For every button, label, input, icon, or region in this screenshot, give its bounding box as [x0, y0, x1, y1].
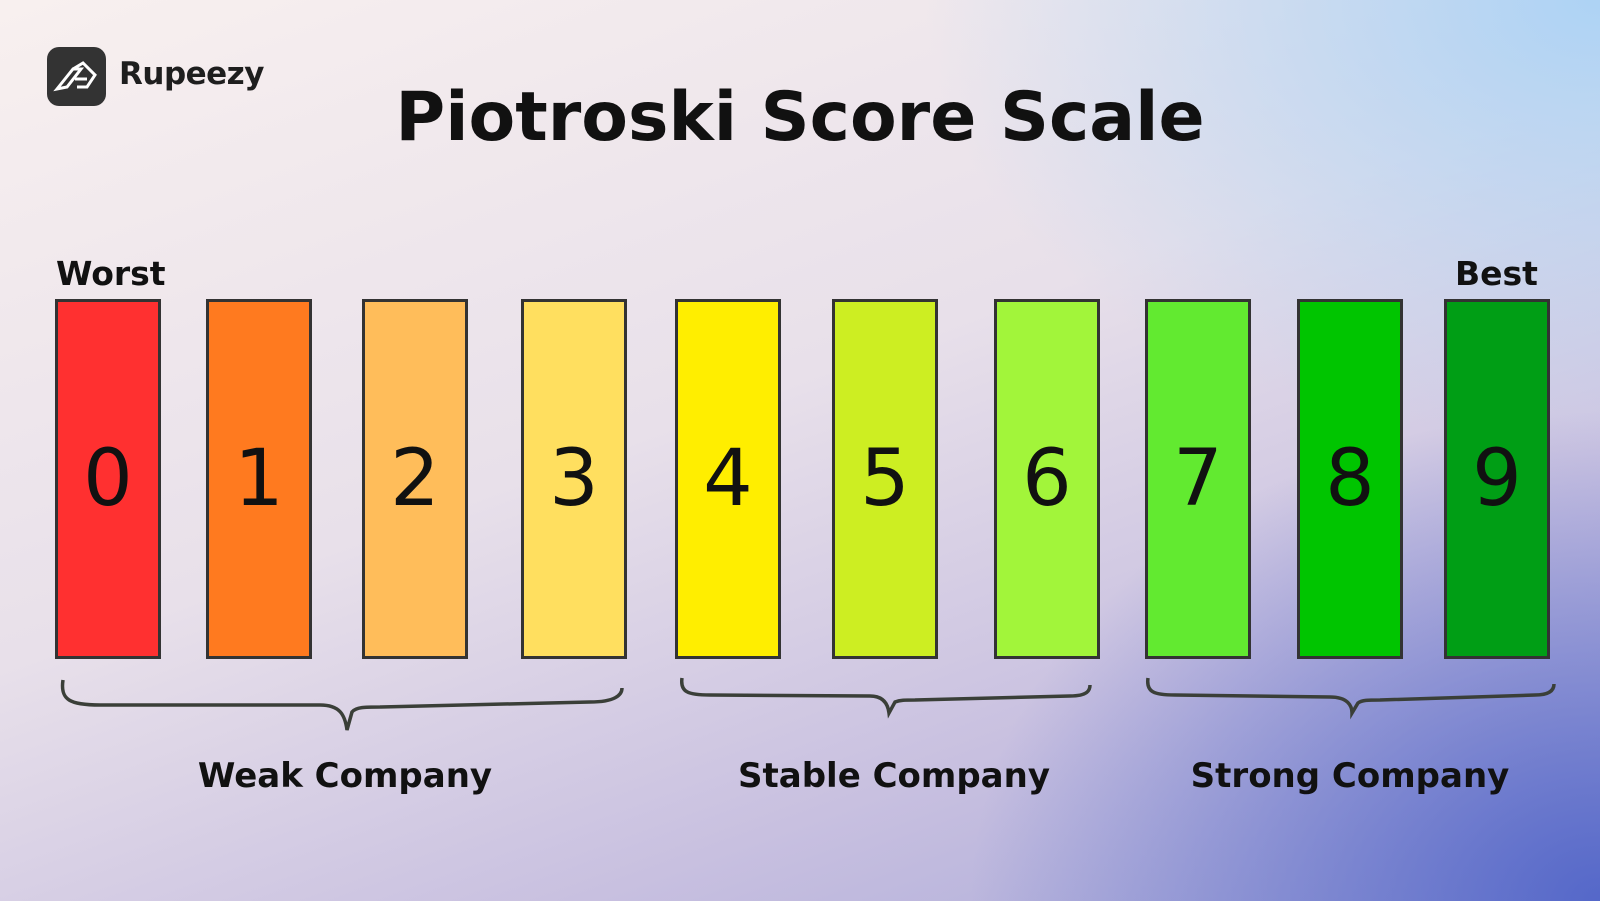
score-bar-2: 2: [362, 299, 468, 659]
score-bar-0: 0: [55, 299, 161, 659]
score-value: 4: [703, 434, 753, 524]
group-label-stable: Stable Company: [738, 756, 1050, 796]
brand-name: Rupeezy: [119, 56, 264, 92]
score-bar-6: 6: [994, 299, 1100, 659]
page-title: Piotroski Score Scale: [395, 78, 1205, 157]
score-value: 8: [1325, 434, 1375, 524]
score-bar-3: 3: [521, 299, 627, 659]
score-value: 6: [1022, 434, 1072, 524]
score-bar-5: 5: [832, 299, 938, 659]
rupeezy-logo-icon: [47, 47, 106, 106]
score-value: 3: [549, 434, 599, 524]
bracket-stable: [679, 677, 1092, 719]
score-value: 7: [1173, 434, 1223, 524]
score-value: 1: [234, 434, 284, 524]
bracket-strong: [1145, 677, 1556, 720]
group-label-weak: Weak Company: [197, 756, 493, 796]
score-bar-8: 8: [1297, 299, 1403, 659]
score-bar-1: 1: [206, 299, 312, 659]
group-label-strong: Strong Company: [1190, 756, 1510, 796]
score-value: 2: [390, 434, 440, 524]
best-label: Best: [1455, 254, 1538, 293]
score-value: 9: [1472, 434, 1522, 524]
score-value: 5: [860, 434, 910, 524]
bracket-weak: [60, 679, 624, 731]
score-bar-9: 9: [1444, 299, 1550, 659]
score-value: 0: [83, 434, 133, 524]
score-bar-7: 7: [1145, 299, 1251, 659]
score-bar-4: 4: [675, 299, 781, 659]
worst-label: Worst: [56, 254, 166, 293]
